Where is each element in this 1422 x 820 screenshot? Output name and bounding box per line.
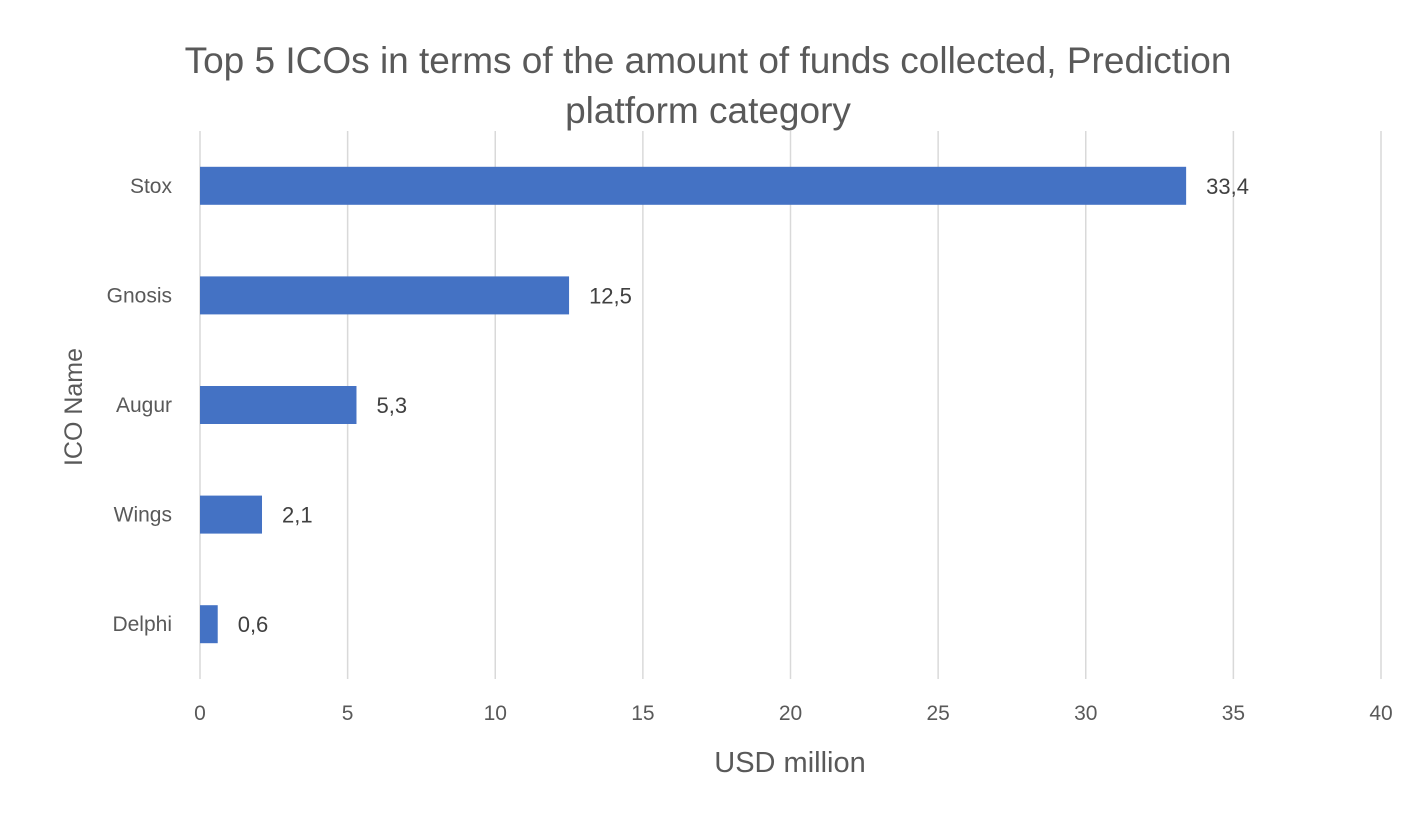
bar-gnosis [200, 276, 570, 315]
x-tick-label: 5 [342, 702, 354, 725]
x-tick-label: 30 [1074, 702, 1097, 725]
y-tick-label: Wings [114, 504, 172, 527]
y-axis-title: ICO Name [60, 348, 88, 466]
y-tick-label: Stox [130, 175, 173, 198]
x-tick-label: 0 [194, 702, 206, 725]
x-tick-label: 40 [1369, 702, 1392, 725]
y-tick-label: Augur [116, 394, 172, 417]
bar-wings [200, 495, 263, 534]
bars [200, 166, 1187, 644]
data-label: 5,3 [376, 393, 407, 418]
y-tick-label: Gnosis [107, 284, 172, 307]
y-tick-label: Delphi [112, 613, 172, 636]
data-labels: 33,4 12,5 5,3 2,1 0,6 [238, 174, 1249, 637]
bar-augur [200, 386, 357, 424]
data-label: 0,6 [238, 612, 269, 637]
data-label: 2,1 [282, 503, 313, 528]
x-tick-label: 10 [484, 702, 507, 725]
data-label: 33,4 [1206, 174, 1249, 199]
bar-delphi [200, 605, 218, 644]
chart-title: Top 5 ICOs in terms of the amount of fun… [184, 40, 1232, 131]
x-tick-label: 15 [631, 702, 654, 725]
bar-stox [200, 166, 1187, 205]
x-axis-title: USD million [714, 747, 865, 779]
x-tick-label: 35 [1222, 702, 1245, 725]
x-tick-label: 25 [926, 702, 949, 725]
x-tick-label: 20 [779, 702, 802, 725]
data-label: 12,5 [589, 283, 632, 308]
gridlines [199, 131, 1382, 679]
axis-ticks: 0 5 10 15 20 25 30 35 40 Stox Gnosis Augur Wings Delp… [107, 175, 1393, 725]
